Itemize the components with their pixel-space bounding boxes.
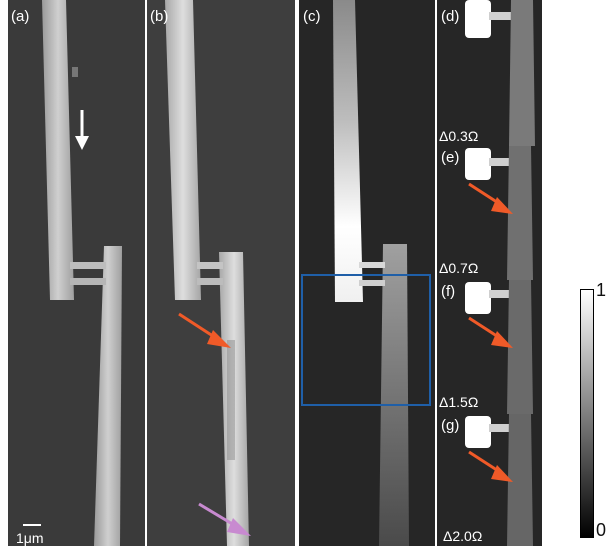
- lower-wire: [94, 246, 122, 546]
- panel-a-sem-image: (a) 1μm: [8, 0, 145, 546]
- orange-arrow-icon: [468, 450, 513, 482]
- panel-g-drawing: [465, 414, 533, 546]
- panel-d-resistance: Δ0.3Ω: [439, 128, 479, 144]
- panel-f-label: (f): [441, 283, 456, 300]
- upper-wire: [165, 0, 201, 300]
- purple-arrow-icon: [198, 502, 251, 536]
- panel-d-drawing: [465, 0, 535, 146]
- panel-d-map-image: (d) Δ0.3Ω: [437, 0, 542, 146]
- panel-b-label: (b): [150, 8, 169, 25]
- colorbar-max-label: 1: [596, 280, 607, 300]
- inset-box: [301, 274, 431, 406]
- upper-wire: [42, 0, 74, 300]
- panel-c-label: (c): [303, 8, 321, 25]
- colorbar: [580, 289, 594, 538]
- orange-arrow-icon: [178, 312, 231, 348]
- orange-arrow-icon: [468, 316, 513, 348]
- panel-d-label: (d): [441, 8, 460, 25]
- panel-g-map-image: (g) Δ2.0Ω: [437, 414, 542, 546]
- bridge-upper: [197, 262, 223, 269]
- lower-wire-signal: [379, 244, 409, 546]
- scale-bar-label: 1μm: [16, 530, 44, 546]
- panel-b-drawing: [165, 0, 249, 546]
- panel-e-drawing: [465, 146, 533, 280]
- panel-b-sem-image: (b): [147, 0, 295, 546]
- panel-c-map-image: (c): [299, 0, 435, 546]
- panel-e-resistance: Δ0.7Ω: [439, 260, 479, 276]
- colorbar-min-label: 0: [596, 520, 607, 540]
- white-arrow-icon: [75, 110, 89, 150]
- panel-g-label: (g): [441, 417, 460, 434]
- orange-arrow-icon: [468, 182, 513, 214]
- panel-f-drawing: [465, 280, 533, 414]
- bridge-lower: [70, 278, 106, 285]
- panel-a-label: (a): [11, 8, 30, 25]
- panel-e-map-image: (e) Δ0.7Ω: [437, 146, 542, 280]
- panel-f-map-image: (f) Δ1.5Ω: [437, 280, 542, 414]
- bridge-lower: [197, 278, 223, 285]
- upper-wire-signal: [333, 0, 363, 302]
- panel-e-label: (e): [441, 149, 460, 166]
- panel-f-resistance: Δ1.5Ω: [439, 394, 479, 410]
- bridge-upper: [70, 262, 106, 269]
- panel-g-resistance: Δ2.0Ω: [443, 528, 483, 544]
- scale-bar: [23, 524, 41, 526]
- panel-a-drawing: [42, 0, 122, 546]
- panel-c-drawing: [333, 0, 409, 546]
